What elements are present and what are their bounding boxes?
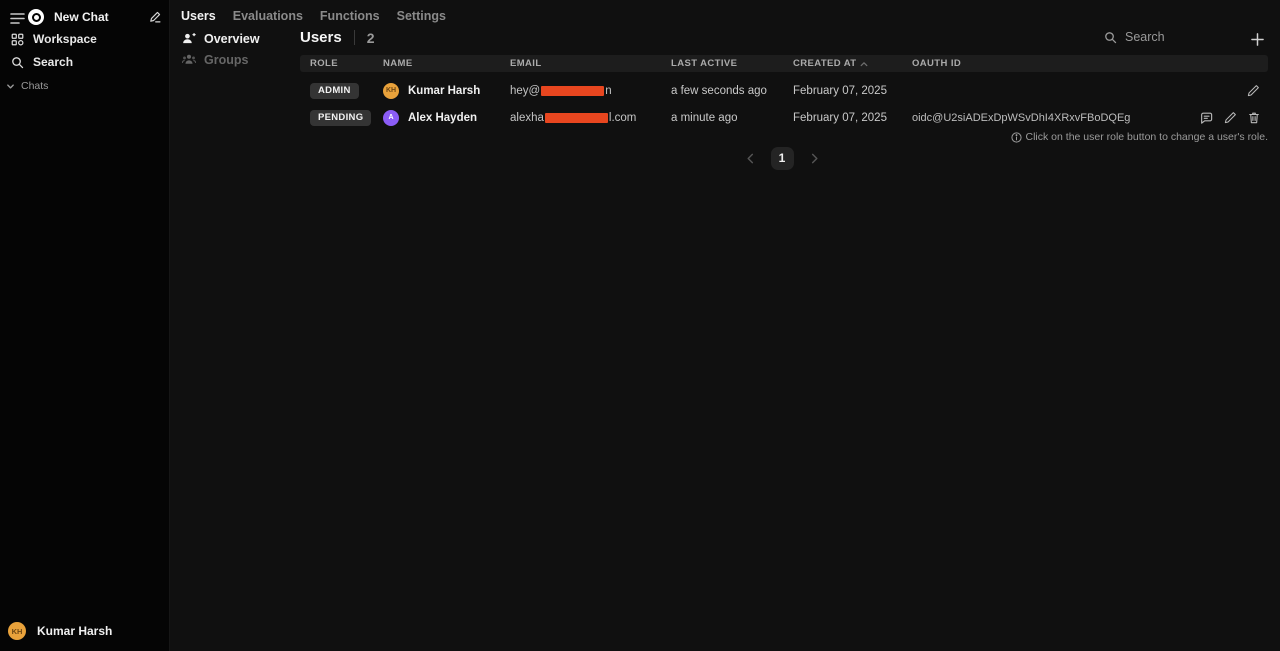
col-name[interactable]: NAME — [383, 58, 413, 69]
edit-user-icon[interactable] — [1224, 111, 1237, 124]
prev-page-icon[interactable] — [746, 153, 755, 164]
email-cell: alexha l.com — [510, 111, 637, 124]
page-header: Users 2 — [300, 29, 375, 46]
sidebar-toggle-icon[interactable] — [6, 10, 28, 26]
table-row: ADMIN KH Kumar Harsh hey@ n a few second… — [300, 77, 1268, 104]
email-redaction-bar — [541, 85, 605, 96]
table-header-row: ROLE NAME EMAIL LAST ACTIVE CREATED AT O… — [300, 55, 1268, 72]
user-name-cell: A Alex Hayden — [383, 109, 510, 126]
subnav-groups-label: Groups — [204, 52, 249, 67]
tab-evaluations[interactable]: Evaluations — [232, 9, 303, 23]
sidebar-item-workspace[interactable]: Workspace — [4, 29, 164, 49]
row-actions — [1247, 77, 1260, 104]
tab-settings[interactable]: Settings — [396, 9, 446, 23]
title-divider — [353, 30, 355, 45]
user-search[interactable] — [1104, 30, 1215, 44]
workspace-label: Workspace — [33, 32, 97, 46]
role-badge[interactable]: ADMIN — [310, 82, 359, 99]
row-avatar: KH — [383, 82, 399, 99]
role-hint: Click on the user role button to change … — [1010, 131, 1268, 143]
oauth-id-cell: oidc@U2siADExDpWSvDhI4XRxvFBoDQEg — [912, 111, 1131, 124]
table-row: PENDING A Alex Hayden alexha l.com a min… — [300, 104, 1268, 131]
page-title: Users — [300, 29, 342, 46]
new-chat-label[interactable]: New Chat — [54, 10, 109, 24]
col-last-active[interactable]: LAST ACTIVE — [671, 58, 738, 69]
row-avatar: A — [383, 109, 399, 126]
role-hint-text: Click on the user role button to change … — [1025, 131, 1268, 143]
last-active-cell: a minute ago — [671, 111, 738, 124]
admin-tabs: Users Evaluations Functions Settings — [181, 9, 446, 23]
created-at-cell: February 07, 2025 — [793, 84, 887, 97]
openwebui-logo-icon — [28, 9, 44, 25]
add-user-button[interactable] — [1246, 28, 1268, 50]
info-icon — [1010, 131, 1022, 143]
sort-asc-icon — [860, 61, 868, 67]
sidebar-item-search[interactable]: Search — [4, 52, 164, 72]
tab-functions[interactable]: Functions — [319, 9, 380, 23]
email-cell: hey@ n — [510, 84, 612, 97]
role-badge[interactable]: PENDING — [310, 109, 372, 126]
search-icon — [1104, 31, 1117, 44]
users-icon — [182, 32, 196, 45]
chats-label: Chats — [21, 80, 49, 92]
subnav-item-overview[interactable]: Overview — [174, 28, 290, 49]
subnav-item-groups[interactable]: Groups — [174, 49, 290, 70]
chevron-down-icon — [6, 82, 15, 91]
tab-users[interactable]: Users — [181, 9, 216, 23]
row-actions — [1199, 104, 1260, 131]
user-count: 2 — [366, 29, 375, 46]
email-redaction-bar — [544, 112, 608, 123]
subnav-overview-label: Overview — [204, 31, 260, 46]
sidebar-header: New Chat — [0, 6, 170, 28]
col-role[interactable]: ROLE — [310, 58, 338, 69]
user-name-cell: KH Kumar Harsh — [383, 82, 510, 99]
created-at-cell: February 07, 2025 — [793, 111, 887, 124]
users-table: ROLE NAME EMAIL LAST ACTIVE CREATED AT O… — [300, 55, 1268, 131]
workspace-grid-icon — [10, 33, 24, 46]
next-page-icon[interactable] — [810, 153, 819, 164]
edit-user-icon[interactable] — [1247, 84, 1260, 97]
users-subnav: Overview Groups — [174, 28, 290, 70]
delete-user-icon[interactable] — [1248, 111, 1260, 124]
col-oauth-id[interactable]: OAUTH ID — [912, 58, 962, 69]
last-active-cell: a few seconds ago — [671, 84, 767, 97]
pagination: 1 — [726, 146, 838, 170]
search-input[interactable] — [1125, 30, 1215, 44]
new-chat-icon[interactable] — [144, 7, 166, 27]
search-label: Search — [33, 55, 74, 69]
col-created-at[interactable]: CREATED AT — [793, 58, 912, 69]
chats-section-header[interactable]: Chats — [6, 80, 48, 92]
groups-icon — [182, 53, 196, 66]
user-name: Kumar Harsh — [37, 624, 113, 638]
search-icon — [10, 56, 24, 69]
chat-user-icon[interactable] — [1199, 111, 1213, 124]
page-number[interactable]: 1 — [770, 146, 794, 170]
col-email[interactable]: EMAIL — [510, 58, 542, 69]
user-avatar: KH — [8, 622, 26, 640]
sidebar-user-menu[interactable]: KH Kumar Harsh — [4, 617, 166, 645]
sidebar: New Chat Workspace Search — [0, 0, 170, 651]
